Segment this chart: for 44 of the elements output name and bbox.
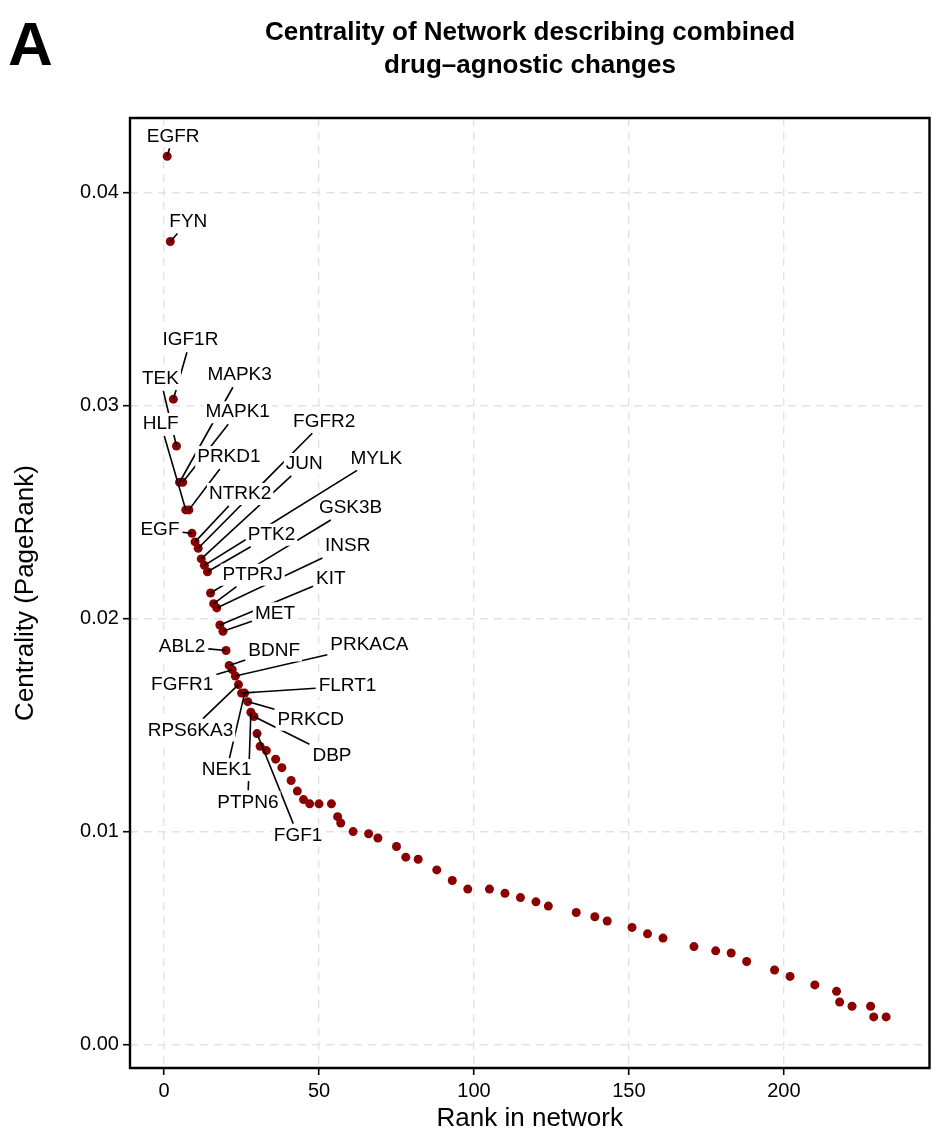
- x-tick-label: 0: [158, 1078, 170, 1101]
- y-tick-label: 0.04: [80, 180, 119, 203]
- annotation: RPS6KA3: [147, 718, 234, 740]
- annotation: FLRT1: [318, 674, 377, 696]
- annotation: MYLK: [350, 446, 403, 468]
- x-tick-label: 50: [307, 1078, 331, 1101]
- annotation: JUN: [285, 452, 323, 474]
- annotation: GSK3B: [318, 496, 383, 518]
- annotation: KIT: [316, 567, 347, 589]
- annotation: NEK1: [201, 758, 252, 780]
- x-tick-label: 200: [767, 1078, 801, 1101]
- y-tick-label: 0.00: [80, 1032, 119, 1055]
- text: A: [8, 9, 53, 79]
- x-tick-label: 150: [612, 1078, 646, 1101]
- annotation: FYN: [169, 209, 208, 231]
- annotation: INSR: [325, 534, 371, 556]
- annotation: ABL2: [158, 634, 206, 656]
- annotation: FGFR1: [151, 672, 214, 694]
- y-tick-label: 0.01: [80, 819, 119, 842]
- annotation: NTRK2: [208, 482, 272, 504]
- annotation: PRKACA: [330, 633, 409, 655]
- annotation: MAPK1: [205, 400, 270, 422]
- annotation: PTPRJ: [222, 562, 283, 584]
- annotation: MAPK3: [207, 363, 272, 385]
- annotation: IGF1R: [162, 328, 219, 350]
- annotation: PRKD1: [197, 445, 261, 467]
- annotation: MET: [254, 601, 296, 623]
- y-axis-title: Centrality (PageRank): [8, 465, 39, 721]
- chart-title: Centrality of Network describing combined drug–agnostic changes: [264, 16, 796, 80]
- annotation: PTPN6: [217, 790, 279, 812]
- annotation: FGF1: [273, 823, 323, 845]
- x-axis-title: Rank in network: [436, 1101, 624, 1132]
- annotation: FGFR2: [293, 409, 356, 431]
- annotation: HLF: [142, 412, 179, 434]
- annotation: DBP: [312, 743, 352, 765]
- x-tick-label: 100: [457, 1078, 491, 1101]
- annotation: EGF: [140, 517, 180, 539]
- y-tick-label: 0.02: [80, 606, 119, 629]
- y-tick-label: 0.03: [80, 393, 119, 416]
- annotation: PRKCD: [277, 707, 345, 729]
- annotation: EGFR: [146, 124, 200, 146]
- annotation: TEK: [142, 367, 180, 389]
- annotation: BDNF: [248, 638, 301, 660]
- annotation: PTK2: [247, 522, 296, 544]
